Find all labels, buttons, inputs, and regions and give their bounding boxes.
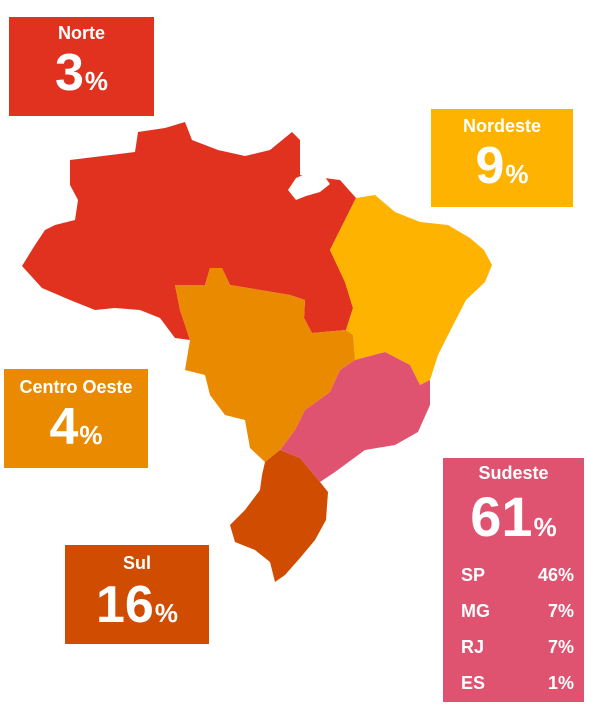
state-value: 1% (547, 673, 574, 693)
region-name: Sul (122, 553, 151, 573)
marajo-island (288, 172, 330, 200)
region-sul (230, 450, 328, 582)
state-breakdown: SP 46% MG 7% RJ 7% ES 1% (443, 557, 584, 701)
region-sudeste (280, 352, 430, 482)
percent-sign: % (79, 420, 103, 450)
region-box-sul: Sul 16% (65, 545, 209, 644)
region-name: Nordeste (462, 116, 542, 136)
region-nordeste (330, 195, 492, 385)
region-name: Norte (57, 23, 105, 43)
state-row: RJ 7% (461, 629, 574, 665)
percent-sign: % (533, 512, 557, 542)
region-norte (22, 122, 356, 340)
state-code: ES (461, 673, 486, 693)
percentage-value: 3 (54, 44, 84, 102)
region-percentage: 61% (443, 489, 584, 545)
region-box-nordeste: Nordeste 9% (431, 109, 573, 207)
region-box-centro-oeste: Centro Oeste 4% (4, 369, 148, 468)
percent-sign: % (505, 159, 529, 189)
region-percentage: 4% (4, 401, 148, 453)
state-row: SP 46% (461, 557, 574, 593)
region-box-sudeste: Sudeste 61% SP 46% MG 7% RJ 7% ES 1% (443, 458, 584, 702)
region-percentage: 3% (9, 47, 154, 99)
state-code: MG (461, 601, 490, 621)
state-value: 7% (547, 601, 574, 621)
state-row: MG 7% (461, 593, 574, 629)
region-percentage: 16% (65, 579, 209, 631)
percent-sign: % (154, 598, 178, 628)
region-name: Sudeste (478, 463, 549, 483)
region-name: Centro Oeste (19, 377, 133, 397)
region-box-norte: Norte 3% (9, 17, 154, 116)
percentage-value: 4 (49, 398, 79, 456)
state-row: ES 1% (461, 665, 574, 701)
state-code: SP (461, 565, 486, 585)
percentage-value: 61 (470, 485, 533, 548)
state-value: 46% (537, 565, 574, 585)
percentage-value: 16 (96, 576, 154, 634)
region-percentage: 9% (431, 140, 573, 192)
region-centro-oeste (175, 268, 355, 462)
state-code: RJ (461, 637, 485, 657)
percentage-value: 9 (475, 137, 505, 195)
percent-sign: % (84, 66, 109, 96)
state-value: 7% (547, 637, 574, 657)
